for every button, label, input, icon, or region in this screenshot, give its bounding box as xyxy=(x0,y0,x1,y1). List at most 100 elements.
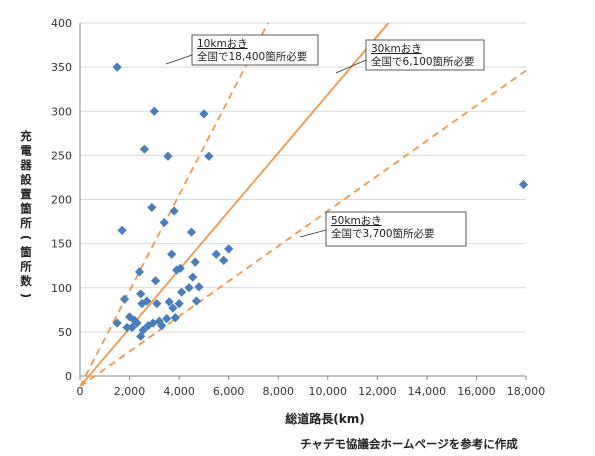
y-axis-title-char: 所 xyxy=(20,216,32,230)
data-point xyxy=(186,227,197,237)
data-point xyxy=(174,299,184,309)
data-point xyxy=(169,206,179,216)
annotation-leader xyxy=(165,54,193,65)
annotation-box xyxy=(365,39,485,71)
axes xyxy=(79,23,527,380)
y-tick-label: 400 xyxy=(51,17,72,30)
data-point xyxy=(152,299,162,309)
data-point xyxy=(136,331,146,341)
data-point xyxy=(132,318,142,328)
y-axis-title-char: 箇 xyxy=(20,202,32,216)
data-point xyxy=(117,225,127,235)
reference-lines xyxy=(79,23,526,386)
data-point xyxy=(170,313,180,323)
data-point xyxy=(154,316,164,326)
annotation-interval: 10kmおき xyxy=(197,38,248,50)
data-point xyxy=(199,109,209,119)
data-point xyxy=(191,296,202,306)
data-point xyxy=(112,62,122,72)
x-tick-label: 16,000 xyxy=(457,385,496,398)
data-point xyxy=(168,303,178,313)
annotation-box xyxy=(325,211,467,247)
data-point xyxy=(150,276,161,286)
data-point xyxy=(139,144,150,154)
data-point xyxy=(184,283,194,293)
y-tick-label: 150 xyxy=(51,238,72,251)
annotation-interval: 50kmおき xyxy=(331,215,382,227)
data-point xyxy=(162,314,172,324)
data-point xyxy=(211,249,221,259)
data-point xyxy=(120,294,130,304)
data-point xyxy=(204,151,214,161)
y-axis-title-char: 箇 xyxy=(20,245,32,259)
data-point xyxy=(159,217,169,228)
y-axis-title-char: ) xyxy=(19,293,33,298)
data-point xyxy=(138,325,148,335)
data-point xyxy=(175,263,185,273)
y-axis-title-char: ( xyxy=(19,235,33,240)
data-point xyxy=(176,287,187,297)
annotation-leader xyxy=(335,59,367,74)
y-axis-title-char: 器 xyxy=(19,158,32,172)
data-point xyxy=(219,255,229,265)
data-point xyxy=(167,249,177,259)
reference-line xyxy=(79,23,270,386)
x-tick-label: 2,000 xyxy=(114,385,146,398)
y-tick-label: 300 xyxy=(51,105,72,118)
annotation-requirement: 全国で6,100箇所必要 xyxy=(371,55,475,68)
data-point xyxy=(112,318,122,328)
data-point xyxy=(136,289,146,299)
y-tick-label: 100 xyxy=(51,282,72,295)
x-axis-title: 総道路長(km) xyxy=(285,412,365,426)
data-point xyxy=(147,202,157,213)
x-tick-label: 14,000 xyxy=(408,385,447,398)
data-point xyxy=(164,297,174,307)
y-tick-label: 200 xyxy=(51,194,72,207)
y-axis-title-char: 電 xyxy=(20,144,32,158)
x-tick-label: 18,000 xyxy=(507,385,546,398)
annotation-leader xyxy=(299,229,327,238)
x-tick-label: 8,000 xyxy=(262,385,294,398)
data-point xyxy=(134,267,145,277)
data-point xyxy=(122,322,132,333)
reference-line xyxy=(79,23,390,386)
x-tick-label: 10,000 xyxy=(309,385,348,398)
x-tick-label: 0 xyxy=(77,385,84,398)
x-tick-label: 6,000 xyxy=(213,385,245,398)
data-point xyxy=(224,244,234,254)
y-tick-label: 50 xyxy=(58,326,72,339)
y-tick-label: 250 xyxy=(51,149,72,162)
data-point xyxy=(127,322,137,333)
y-axis-title-char: 数 xyxy=(20,274,32,288)
x-tick-label: 12,000 xyxy=(358,385,397,398)
y-tick-label: 350 xyxy=(51,61,72,74)
data-point xyxy=(518,179,529,190)
data-point xyxy=(142,296,152,306)
data-point xyxy=(143,321,153,331)
data-point xyxy=(172,265,182,275)
tick-labels: 0 50 100 150 200 250 300 350 400 0 2,000 4,000 6,000… xyxy=(51,17,545,398)
annotation-requirement: 全国で18,400箇所必要 xyxy=(197,50,307,63)
y-axis-title-char: 設 xyxy=(20,173,32,187)
data-point xyxy=(149,106,159,116)
data-point xyxy=(190,257,200,267)
annotation-box xyxy=(191,34,319,66)
y-tick-label: 0 xyxy=(65,370,72,383)
y-axis-title-char: 所 xyxy=(20,260,32,274)
y-axis-title-char: 置 xyxy=(20,187,32,201)
annotation-interval: 30kmおき xyxy=(371,43,422,55)
data-point xyxy=(157,321,167,331)
data-point xyxy=(137,299,147,309)
annotation-requirement: 全国で3,700箇所必要 xyxy=(331,227,435,240)
source-note: チャデモ協議会ホームページを参考に作成 xyxy=(300,437,518,451)
data-point xyxy=(129,315,140,326)
data-point xyxy=(163,151,173,161)
data-point xyxy=(188,272,198,282)
data-point xyxy=(194,282,204,292)
y-axis-title-char: 充 xyxy=(20,129,32,143)
data-points xyxy=(112,62,529,341)
x-tick-label: 4,000 xyxy=(163,385,195,398)
